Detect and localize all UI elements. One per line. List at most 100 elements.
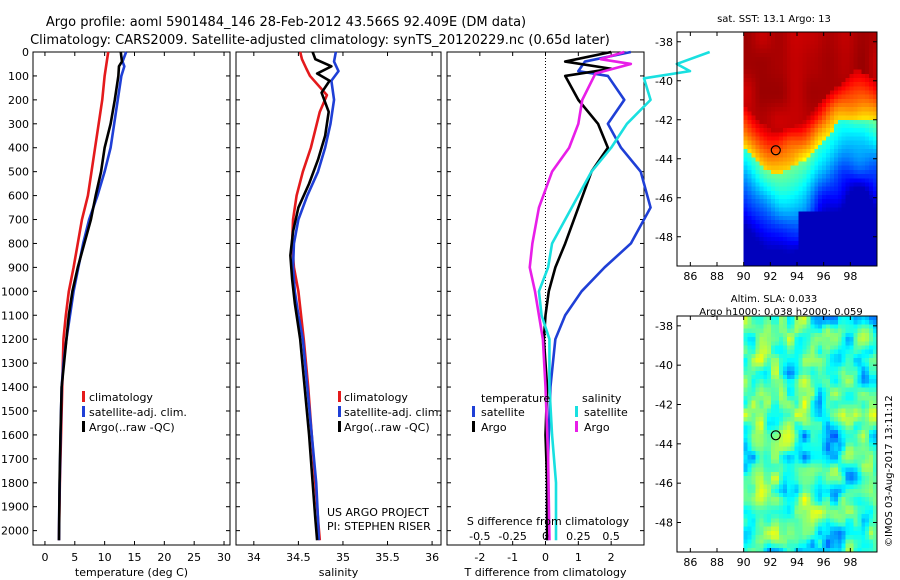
- map-cell: [829, 157, 835, 163]
- map-cell: [806, 353, 811, 359]
- map-cell: [861, 480, 866, 486]
- map-cell: [794, 396, 800, 401]
- map-cell: [841, 115, 847, 121]
- map-cell: [818, 480, 823, 486]
- map-cell: [798, 36, 804, 41]
- map-cell: [806, 497, 811, 503]
- map-cell: [837, 438, 843, 444]
- map-cell: [759, 522, 764, 528]
- salinity-x-tick-label: 36: [425, 551, 439, 564]
- map-cell: [778, 211, 784, 217]
- map-cell: [759, 224, 764, 229]
- map-cell: [802, 514, 808, 519]
- map-cell: [829, 203, 835, 209]
- map-cell: [833, 169, 839, 175]
- map-cell: [778, 111, 784, 117]
- map-cell: [763, 429, 768, 435]
- map-cell: [822, 539, 827, 545]
- map-cell: [775, 199, 780, 204]
- map-cell: [759, 178, 764, 184]
- map-cell: [861, 320, 866, 326]
- map-cell: [857, 153, 862, 158]
- map-cell: [814, 471, 819, 477]
- map-cell: [861, 199, 866, 204]
- map-cell: [759, 190, 764, 196]
- map-cell: [798, 455, 804, 460]
- map-cell: [806, 161, 811, 167]
- map-cell: [767, 467, 772, 473]
- map-cell: [841, 404, 847, 410]
- map-cell: [810, 316, 815, 321]
- map-cell: [751, 417, 757, 422]
- map-cell: [818, 165, 823, 171]
- map-cell: [755, 140, 760, 146]
- map-cell: [853, 484, 858, 490]
- map-cell: [806, 153, 811, 158]
- map-cell: [763, 98, 768, 104]
- map-cell: [865, 408, 870, 414]
- map-cell: [822, 103, 827, 108]
- map-cell: [869, 337, 874, 342]
- map-cell: [865, 442, 870, 448]
- map-cell: [818, 161, 823, 167]
- map-cell: [802, 228, 808, 234]
- map-cell: [790, 488, 796, 494]
- map-cell: [782, 111, 788, 117]
- map-cell: [849, 107, 855, 112]
- map-cell: [751, 535, 757, 540]
- map-cell: [767, 471, 772, 477]
- map-cell: [826, 245, 831, 250]
- map-cell: [822, 362, 827, 368]
- map-cell: [775, 36, 780, 41]
- map-cell: [857, 94, 862, 100]
- map-cell: [743, 86, 749, 92]
- map-cell: [822, 236, 827, 242]
- map-cell: [778, 174, 784, 179]
- map-cell: [865, 535, 870, 540]
- map-lat-label: -42: [655, 114, 673, 127]
- map-cell: [759, 211, 764, 217]
- map-cell: [814, 136, 819, 142]
- map-cell: [786, 169, 792, 175]
- map-cell: [810, 530, 815, 536]
- map-cell: [802, 341, 808, 347]
- map-cell: [759, 111, 764, 117]
- map-cell: [759, 400, 764, 406]
- map-cell: [775, 98, 780, 104]
- map-cell: [806, 128, 811, 133]
- map-cell: [786, 253, 792, 259]
- map-cell: [806, 349, 811, 355]
- map-cell: [778, 425, 784, 431]
- map-cell: [822, 501, 827, 507]
- map-cell: [826, 446, 831, 452]
- map-cell: [857, 165, 862, 171]
- map-cell: [869, 103, 874, 108]
- map-cell: [814, 44, 819, 50]
- map-cell: [822, 337, 827, 342]
- map-cell: [767, 157, 772, 163]
- map-cell: [810, 442, 815, 448]
- map-cell: [810, 539, 815, 545]
- map-lon-label: 88: [710, 556, 724, 569]
- map-cell: [849, 94, 855, 100]
- map-cell: [841, 400, 847, 406]
- map-cell: [747, 455, 753, 460]
- map-cell: [861, 429, 866, 435]
- map-cell: [751, 400, 757, 406]
- map-cell: [790, 86, 796, 92]
- map-cell: [810, 408, 815, 414]
- map-cell: [751, 526, 757, 532]
- map-cell: [841, 57, 847, 62]
- map-cell: [826, 442, 831, 448]
- map-cell: [806, 530, 811, 536]
- map-cell: [814, 82, 819, 87]
- map-cell: [747, 69, 753, 75]
- map-cell: [751, 345, 757, 351]
- map-cell: [743, 429, 749, 435]
- map-cell: [806, 316, 811, 321]
- map-cell: [747, 220, 753, 225]
- map-cell: [794, 328, 800, 334]
- map-cell: [841, 484, 847, 490]
- map-cell: [857, 103, 862, 108]
- map-cell: [833, 383, 839, 389]
